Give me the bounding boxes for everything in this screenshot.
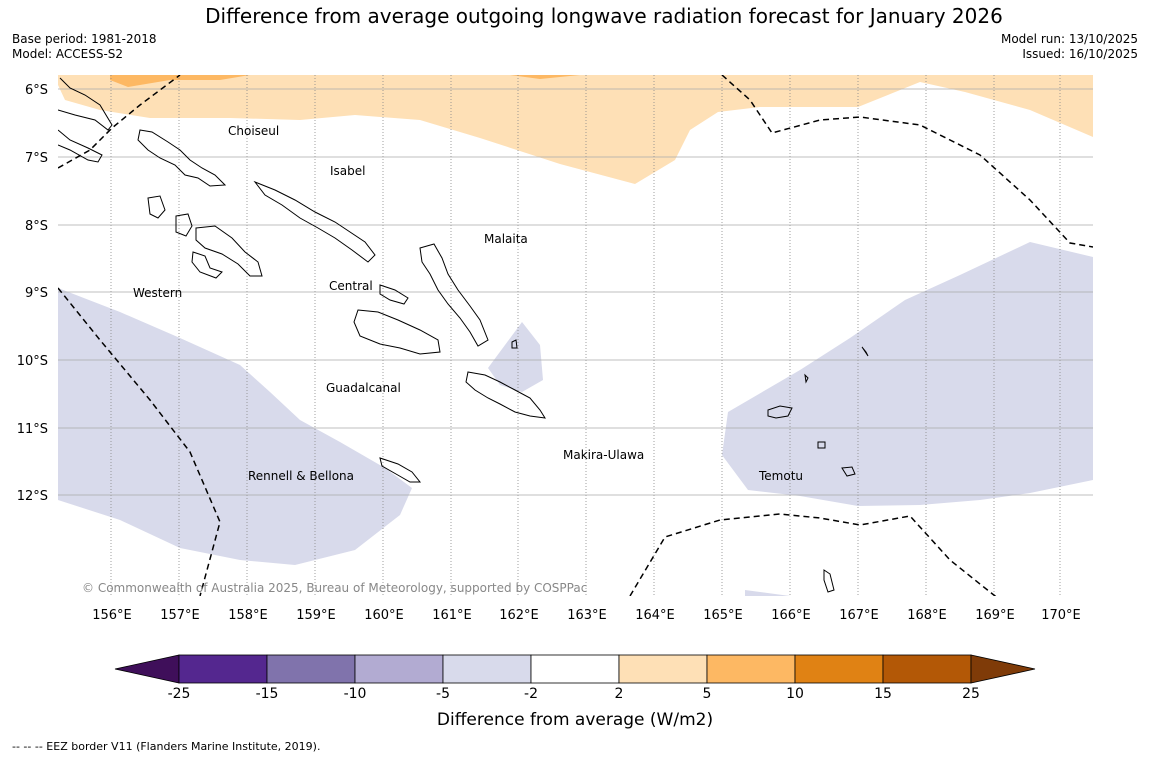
anomaly-positive-5-10-a	[110, 75, 250, 87]
colorbar-extend-low	[114, 654, 180, 684]
eez-borders	[58, 75, 1093, 596]
colorbar-segment	[354, 654, 444, 684]
region-label-malaita: Malaita	[484, 232, 528, 246]
lon-label: 169°E	[975, 608, 1015, 623]
colorbar-tick: 15	[874, 686, 892, 702]
region-label-choiseul: Choiseul	[228, 124, 279, 138]
colorbar-segment	[266, 654, 356, 684]
meta-left: Base period: 1981-2018 Model: ACCESS-S2	[12, 32, 157, 62]
lon-label: 161°E	[432, 608, 472, 623]
region-label-rennell-bellona: Rennell & Bellona	[248, 469, 354, 483]
issued-date: Issued: 16/10/2025	[1022, 47, 1138, 61]
copyright: © Commonwealth of Australia 2025, Bureau…	[82, 581, 587, 595]
model-run: Model run: 13/10/2025	[1000, 32, 1138, 46]
lat-label: 9°S	[25, 286, 48, 301]
colorbar-segment	[530, 654, 620, 684]
meta-right: Model run: 13/10/2025 Issued: 16/10/2025	[1001, 32, 1138, 62]
colorbar-title: Difference from average (W/m2)	[436, 710, 714, 730]
lon-label: 166°E	[771, 608, 811, 623]
lat-label: 7°S	[25, 151, 48, 166]
lat-label: 6°S	[25, 83, 48, 98]
colorbar-tick: -15	[255, 686, 279, 702]
model-name: Model: ACCESS-S2	[12, 47, 124, 61]
region-label-temotu: Temotu	[758, 469, 803, 483]
colorbar-tick: -2	[524, 686, 538, 702]
map: Choiseul Isabel Malaita Western Central …	[17, 75, 1093, 623]
anomaly-negative-west	[58, 288, 412, 565]
base-period: Base period: 1981-2018	[12, 32, 157, 46]
colorbar-tick: -25	[167, 686, 191, 702]
anomaly-negative-east	[722, 242, 1093, 506]
colorbar-segment	[442, 654, 532, 684]
colorbar-tick: 2	[614, 686, 624, 702]
region-label-makira-ulawa: Makira-Ulawa	[563, 448, 644, 462]
anomaly-negative-south	[745, 590, 790, 596]
colorbar-tick: 5	[702, 686, 712, 702]
region-label-central: Central	[329, 279, 373, 293]
chart-title: Difference from average outgoing longwav…	[205, 4, 1003, 28]
colorbar-tick: 10	[786, 686, 804, 702]
lon-label: 168°E	[907, 608, 947, 623]
lon-label: 162°E	[499, 608, 539, 623]
lon-label: 165°E	[703, 608, 743, 623]
lon-label: 170°E	[1041, 608, 1081, 623]
anomaly-positive-5-10-b	[510, 75, 580, 79]
colorbar-segment	[178, 654, 268, 684]
region-label-western: Western	[133, 286, 182, 300]
lon-label: 158°E	[228, 608, 268, 623]
colorbar-tick: 25	[962, 686, 980, 702]
footnote: -- -- -- EEZ border V11 (Flanders Marine…	[12, 740, 321, 753]
lat-label: 11°S	[17, 422, 48, 437]
lon-label: 159°E	[296, 608, 336, 623]
coastlines	[58, 77, 869, 593]
lon-label: 156°E	[92, 608, 132, 623]
lat-label: 12°S	[17, 489, 48, 504]
region-label-guadalcanal: Guadalcanal	[326, 381, 401, 395]
lon-label: 160°E	[364, 608, 404, 623]
colorbar-tick: -5	[436, 686, 450, 702]
colorbar-tick: -10	[343, 686, 367, 702]
lat-label: 10°S	[17, 354, 48, 369]
lon-label: 163°E	[567, 608, 607, 623]
anomaly-positive-2-5	[58, 75, 1093, 184]
colorbar-segment	[794, 654, 884, 684]
anomaly-negative-central	[488, 322, 543, 392]
lon-label: 167°E	[839, 608, 879, 623]
lon-label: 164°E	[635, 608, 675, 623]
colorbar-segment	[706, 654, 796, 684]
latitude-gridlines	[58, 88, 1093, 496]
region-label-isabel: Isabel	[330, 164, 365, 178]
colorbar-segment	[618, 654, 708, 684]
colorbar-segment	[882, 654, 972, 684]
colorbar	[114, 654, 1036, 684]
lat-label: 8°S	[25, 219, 48, 234]
colorbar-extend-high	[970, 654, 1036, 684]
lon-label: 157°E	[160, 608, 200, 623]
